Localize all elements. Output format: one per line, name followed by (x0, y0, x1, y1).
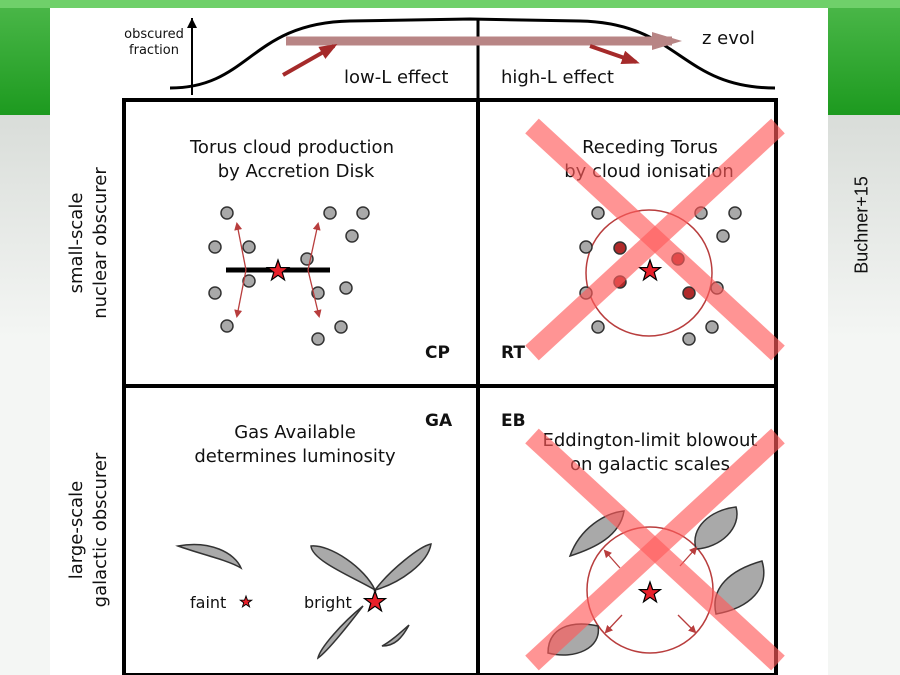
y-axis-label-line1: obscured (124, 27, 184, 42)
obscured-fraction-curve (169, 17, 776, 90)
outflow-arrow (307, 269, 322, 318)
quadrant-grid (122, 98, 778, 675)
quadrant-eb: EB Eddington-limit blowout on galactic s… (501, 411, 785, 671)
rt-title-line2: by cloud ionisation (564, 161, 734, 182)
ionised-cloud (613, 241, 627, 255)
agn-star-icon (638, 581, 662, 603)
quadrant-rt: Receding Torus by cloud ionisation RT (501, 118, 785, 363)
ga-title-line2: determines luminosity (194, 446, 396, 467)
cloud (311, 286, 325, 300)
bright-agn-star-icon (363, 590, 387, 612)
obscuration-diagram: obscured fraction z evol low-L effect hi… (66, 17, 785, 675)
quadrant-ga: GA Gas Available determines luminosity f… (175, 411, 453, 660)
cloud (208, 286, 222, 300)
bright-label: bright (304, 593, 352, 612)
cloud (716, 229, 730, 243)
row-labels: small-scale nuclear obscurer large-scale… (66, 167, 111, 608)
outflow-arrow (307, 222, 321, 271)
y-axis-label-line2: fraction (129, 43, 179, 58)
faint-label: faint (190, 593, 226, 612)
cloud (220, 206, 234, 220)
gas-cloud (694, 506, 738, 550)
row-label-top-line2: nuclear obscurer (90, 167, 111, 319)
agn-star-icon (266, 259, 290, 281)
cloud (311, 332, 325, 346)
eb-code: EB (501, 411, 526, 431)
cloud (323, 206, 337, 220)
z-evol-label: z evol (702, 28, 755, 49)
cp-code: CP (425, 343, 450, 363)
gas-cloud (714, 560, 765, 615)
eb-rejected-cross-icon (525, 428, 785, 671)
cross-stroke (525, 428, 785, 671)
cp-outflow-arrows (234, 222, 322, 318)
cp-title-line1: Torus cloud production (189, 137, 394, 158)
high-l-trend-arrow (589, 44, 640, 65)
figure-panel: obscured fraction z evol low-L effect hi… (50, 8, 828, 675)
cloud (242, 274, 256, 288)
rt-rejected-cross-icon (525, 118, 785, 361)
cloud (334, 320, 348, 334)
cloud (705, 320, 719, 334)
faint-agn-star-icon (239, 595, 253, 608)
cloud (208, 240, 222, 254)
gas-cloud-bright (316, 605, 364, 660)
gas-cloud-bright (373, 543, 432, 592)
cloud (682, 332, 696, 346)
cloud (356, 206, 370, 220)
ga-gas-clouds (175, 543, 432, 660)
low-l-trend-arrow (282, 44, 338, 77)
outflow-arrow (234, 222, 247, 271)
y-axis-arrowhead-icon (187, 18, 197, 28)
top-strip: obscured fraction z evol low-L effect hi… (124, 17, 776, 98)
cloud (591, 320, 605, 334)
rt-code: RT (501, 343, 525, 363)
cloud (591, 206, 605, 220)
cp-title-line2: by Accretion Disk (218, 161, 375, 182)
cloud (345, 229, 359, 243)
high-l-effect-label: high-L effect (501, 67, 614, 88)
row-label-bottom-line2: galactic obscurer (90, 452, 111, 607)
cloud (339, 281, 353, 295)
row-label-top-line1: small-scale (66, 193, 87, 294)
citation-label: Buchner+15 (851, 176, 872, 274)
eb-title-line1: Eddington-limit blowout (543, 430, 758, 451)
cross-stroke (525, 118, 785, 361)
gas-cloud-bright (310, 545, 377, 592)
outflow-arrow (603, 549, 621, 569)
cloud (579, 240, 593, 254)
ga-code: GA (425, 411, 453, 431)
eb-gas-clouds (547, 506, 765, 656)
ionised-cloud (682, 286, 696, 300)
cp-cloud-group (208, 206, 370, 346)
cloud (242, 240, 256, 254)
ga-title-line1: Gas Available (234, 422, 356, 443)
ionisation-sphere (585, 209, 713, 337)
outflow-arrow (234, 269, 247, 318)
cloud (728, 206, 742, 220)
row-label-bottom-line1: large-scale (66, 481, 87, 580)
slide-header-highlight (0, 0, 900, 8)
gas-cloud-bright (381, 624, 410, 647)
rt-title-line1: Receding Torus (582, 137, 718, 158)
outflow-arrow (677, 614, 697, 634)
quadrant-cp: Torus cloud production by Accretion Disk (189, 137, 450, 363)
eb-title-line2: on galactic scales (570, 454, 730, 475)
outflow-arrow (604, 614, 623, 634)
low-l-effect-label: low-L effect (344, 67, 448, 88)
gas-cloud-faint (175, 543, 243, 570)
cloud (220, 319, 234, 333)
